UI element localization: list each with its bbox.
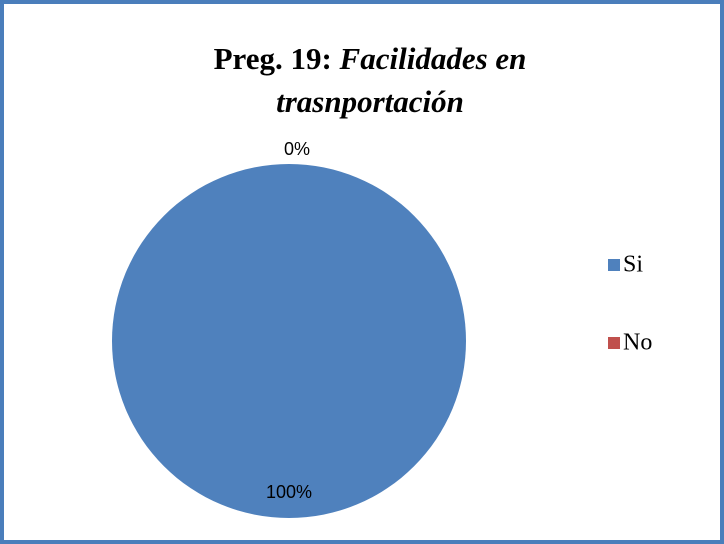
legend-swatch xyxy=(608,337,620,349)
chart-title: Preg. 19: Facilidades en xyxy=(214,41,527,76)
title-main: Facilidades en xyxy=(339,41,527,76)
legend-label: Si xyxy=(623,252,643,278)
data-label: 0% xyxy=(284,139,310,159)
data-label: 100% xyxy=(266,482,312,502)
legend-label: No xyxy=(623,330,652,356)
pie-slice xyxy=(112,164,466,518)
legend-swatch xyxy=(608,259,620,271)
chart-title-line: trasnportación xyxy=(276,84,464,119)
title-prefix: Preg. 19: xyxy=(214,41,332,76)
